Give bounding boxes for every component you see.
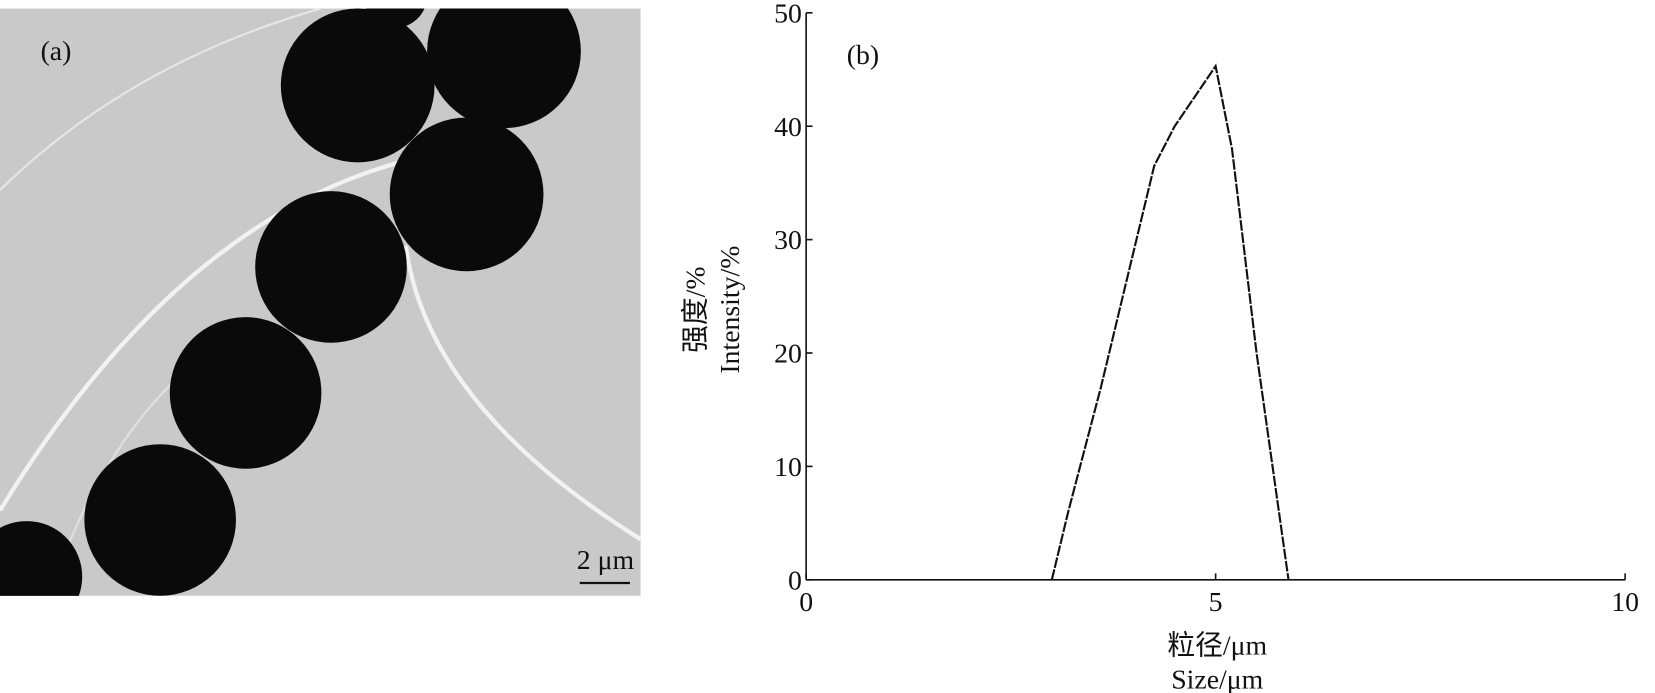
y-tick-label: 10	[774, 452, 802, 483]
y-tick-label: 0	[788, 565, 802, 596]
y-axis-label: 强度/%	[681, 266, 712, 352]
x-tick-label: 0	[799, 587, 813, 618]
y-tick-label: 20	[774, 339, 802, 370]
x-tick-label: 10	[1611, 587, 1639, 618]
x-axis-label: Size/μm	[1171, 665, 1263, 693]
scale-bar-label: 2 μm	[577, 545, 635, 576]
line	[1050, 63, 1290, 581]
x-axis-label: 粒径/μm	[1167, 631, 1267, 662]
y-tick-label: 40	[774, 112, 802, 143]
y-tick-label: 30	[774, 225, 802, 256]
x-tick-label: 5	[1209, 587, 1223, 618]
panel-label: (a)	[41, 36, 72, 67]
micrograph	[0, 8, 641, 596]
y-axis-label: Intensity/%	[715, 246, 746, 374]
panel-label: (b)	[847, 40, 879, 71]
y-tick-label: 50	[774, 0, 802, 29]
